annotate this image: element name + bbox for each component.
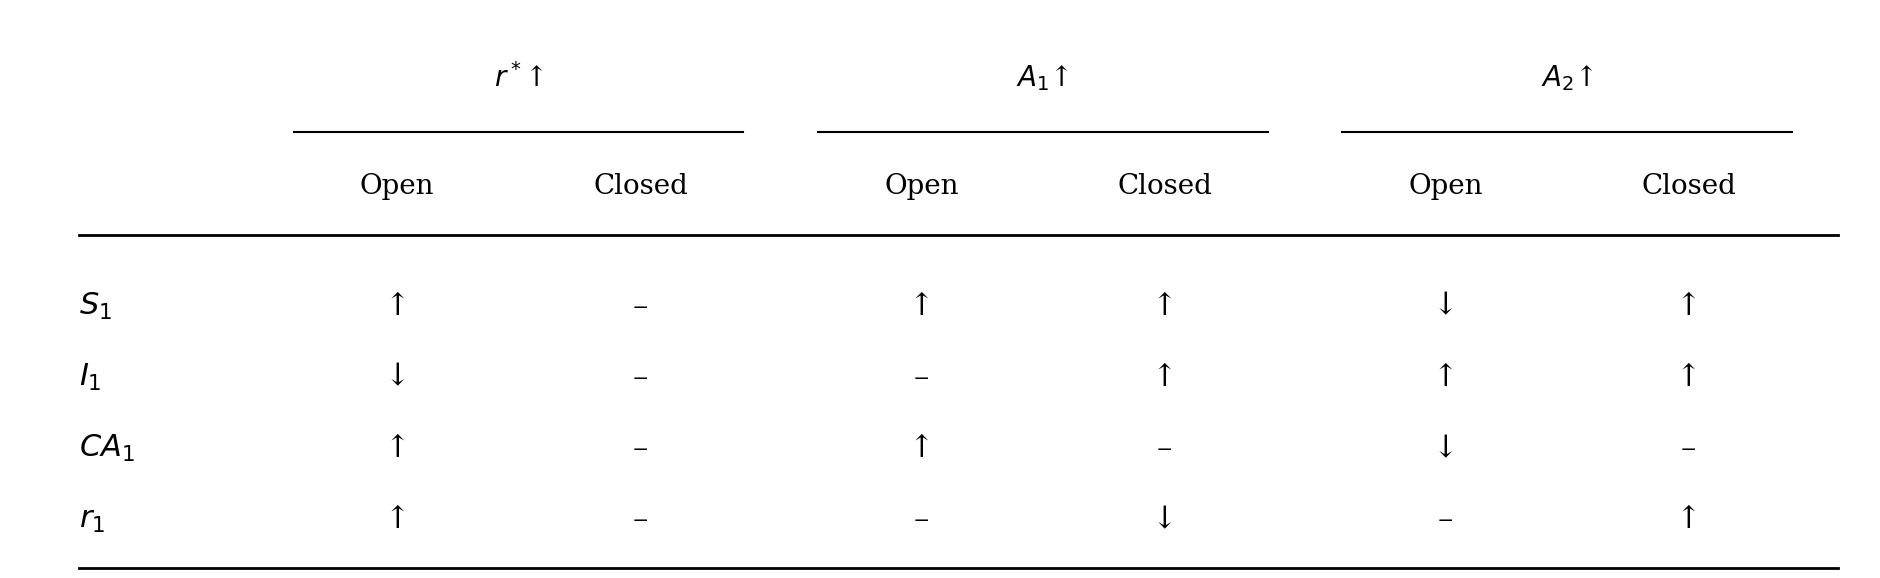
Text: $r_1$: $r_1$ xyxy=(79,504,105,535)
Text: Open: Open xyxy=(1408,173,1483,200)
Text: ↓: ↓ xyxy=(1433,433,1459,464)
Text: ↑: ↑ xyxy=(908,291,934,321)
Text: Closed: Closed xyxy=(1641,173,1735,200)
Text: Closed: Closed xyxy=(1117,173,1213,200)
Text: ↓: ↓ xyxy=(385,362,410,393)
Text: –: – xyxy=(914,504,929,535)
Text: $A_1$↑: $A_1$↑ xyxy=(1017,64,1070,93)
Text: ↑: ↑ xyxy=(1152,362,1177,393)
Text: $I_1$: $I_1$ xyxy=(79,362,102,393)
Text: –: – xyxy=(1156,433,1173,464)
Text: ↑: ↑ xyxy=(1433,362,1459,393)
Text: ↑: ↑ xyxy=(385,504,410,535)
Text: –: – xyxy=(634,291,649,321)
Text: ↓: ↓ xyxy=(1433,291,1459,321)
Text: ↓: ↓ xyxy=(1152,504,1177,535)
Text: $A_2$↑: $A_2$↑ xyxy=(1540,64,1594,93)
Text: –: – xyxy=(914,362,929,393)
Text: –: – xyxy=(1681,433,1696,464)
Text: ↑: ↑ xyxy=(385,291,410,321)
Text: ↑: ↑ xyxy=(908,433,934,464)
Text: Open: Open xyxy=(359,173,434,200)
Text: $S_1$: $S_1$ xyxy=(79,291,113,321)
Text: Open: Open xyxy=(884,173,959,200)
Text: –: – xyxy=(1438,504,1453,535)
Text: Closed: Closed xyxy=(592,173,688,200)
Text: ↑: ↑ xyxy=(1675,504,1701,535)
Text: ↑: ↑ xyxy=(1152,291,1177,321)
Text: –: – xyxy=(634,362,649,393)
Text: $CA_1$: $CA_1$ xyxy=(79,433,135,464)
Text: –: – xyxy=(634,504,649,535)
Text: ↑: ↑ xyxy=(1675,362,1701,393)
Text: –: – xyxy=(634,433,649,464)
Text: ↑: ↑ xyxy=(1675,291,1701,321)
Text: $r^*$↑: $r^*$↑ xyxy=(494,63,543,93)
Text: ↑: ↑ xyxy=(385,433,410,464)
